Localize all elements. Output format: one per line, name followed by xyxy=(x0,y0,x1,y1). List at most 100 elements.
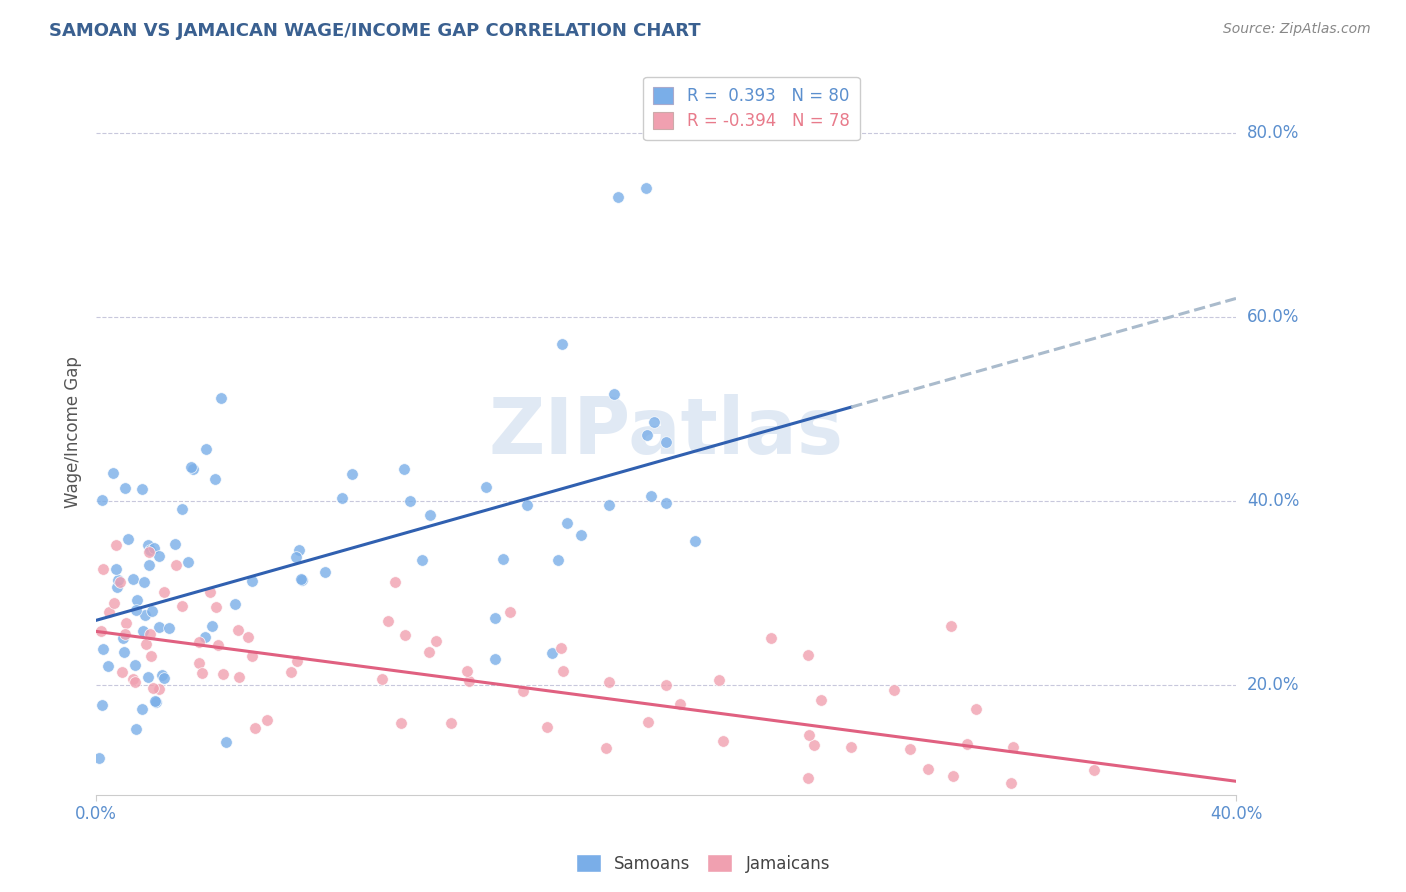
Point xyxy=(917,762,939,776)
Point xyxy=(603,387,626,401)
Point xyxy=(499,605,522,619)
Point xyxy=(114,481,136,495)
Point xyxy=(105,538,128,552)
Point xyxy=(342,467,364,481)
Point xyxy=(516,498,538,512)
Point xyxy=(290,572,312,586)
Point xyxy=(569,527,592,541)
Point xyxy=(314,565,336,579)
Point xyxy=(965,702,987,716)
Point xyxy=(655,678,678,692)
Point xyxy=(810,692,832,706)
Text: 80.0%: 80.0% xyxy=(1247,124,1299,142)
Point xyxy=(284,549,307,564)
Point xyxy=(541,646,564,660)
Point xyxy=(111,631,134,645)
Point xyxy=(124,675,146,690)
Point xyxy=(131,702,153,716)
Point xyxy=(134,607,156,622)
Point xyxy=(240,574,263,588)
Point xyxy=(97,658,120,673)
Point xyxy=(141,604,163,618)
Point xyxy=(204,599,226,614)
Point xyxy=(551,337,574,351)
Point xyxy=(243,721,266,735)
Point xyxy=(1000,776,1022,790)
Point xyxy=(683,533,706,548)
Point xyxy=(138,545,160,559)
Point xyxy=(394,628,416,642)
Point xyxy=(101,467,124,481)
Text: ZIPatlas: ZIPatlas xyxy=(488,393,844,470)
Point xyxy=(839,739,862,754)
Point xyxy=(117,533,139,547)
Point xyxy=(939,619,962,633)
Point xyxy=(474,480,496,494)
Point xyxy=(226,624,249,638)
Point xyxy=(165,558,187,573)
Point xyxy=(457,673,479,688)
Point xyxy=(439,716,461,731)
Point xyxy=(90,624,112,638)
Point xyxy=(180,460,202,475)
Point xyxy=(198,585,221,599)
Point xyxy=(240,649,263,664)
Point xyxy=(640,489,662,503)
Point xyxy=(110,575,132,590)
Point xyxy=(115,616,138,631)
Point xyxy=(148,620,170,634)
Point xyxy=(643,415,665,429)
Point xyxy=(637,714,659,729)
Point xyxy=(598,499,620,513)
Point xyxy=(949,801,972,815)
Point xyxy=(170,599,193,613)
Point xyxy=(285,654,308,668)
Point xyxy=(136,670,159,684)
Point xyxy=(636,427,658,442)
Point xyxy=(87,751,110,765)
Point xyxy=(104,562,127,576)
Point xyxy=(502,805,524,819)
Point xyxy=(145,695,167,709)
Point xyxy=(655,435,678,450)
Point xyxy=(550,641,572,656)
Point xyxy=(419,508,441,523)
Point xyxy=(456,665,478,679)
Point xyxy=(484,652,506,666)
Point xyxy=(371,672,394,686)
Point xyxy=(157,621,180,635)
Point xyxy=(636,181,658,195)
Point xyxy=(172,501,194,516)
Point xyxy=(212,666,235,681)
Point xyxy=(759,631,782,645)
Point xyxy=(942,769,965,783)
Point xyxy=(124,722,146,736)
Point xyxy=(224,598,246,612)
Point xyxy=(114,627,136,641)
Point xyxy=(103,596,125,610)
Point xyxy=(188,656,211,670)
Point xyxy=(125,603,148,617)
Point xyxy=(499,815,522,830)
Point xyxy=(98,605,121,619)
Point xyxy=(201,618,224,632)
Point xyxy=(148,682,170,697)
Point xyxy=(238,630,260,644)
Point xyxy=(797,728,820,742)
Point xyxy=(138,558,160,573)
Text: 60.0%: 60.0% xyxy=(1247,308,1299,326)
Point xyxy=(139,649,162,664)
Point xyxy=(139,542,162,557)
Point xyxy=(142,681,165,695)
Point xyxy=(389,716,412,731)
Point xyxy=(112,644,135,658)
Legend: Samoans, Jamaicans: Samoans, Jamaicans xyxy=(569,847,837,880)
Point xyxy=(555,516,578,530)
Point xyxy=(606,190,628,204)
Point xyxy=(214,734,236,748)
Point xyxy=(898,742,921,756)
Point xyxy=(287,543,309,558)
Point xyxy=(711,734,734,748)
Point xyxy=(195,442,218,456)
Point xyxy=(598,674,620,689)
